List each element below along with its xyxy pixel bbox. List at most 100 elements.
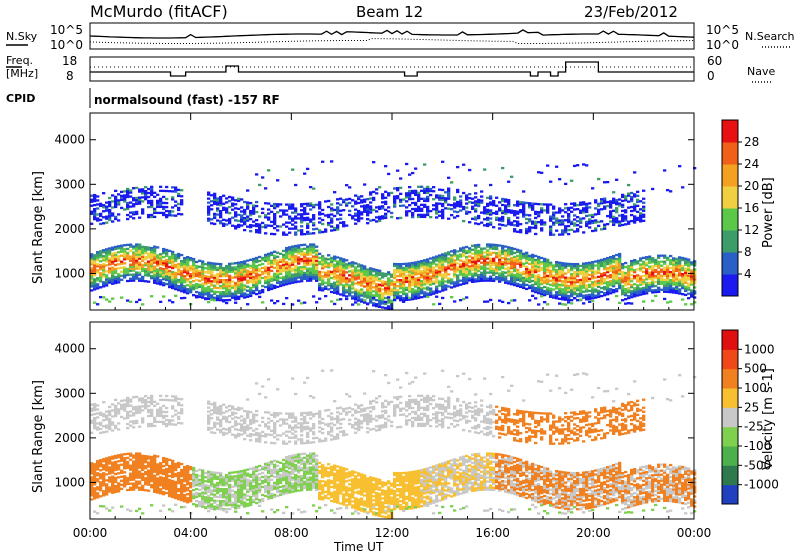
power-cell — [111, 248, 115, 251]
power-cell — [267, 252, 271, 256]
power-cell — [186, 264, 190, 267]
power-cell — [642, 290, 646, 294]
power-cell — [93, 301, 97, 304]
power-cell — [96, 271, 100, 274]
power-cell — [636, 288, 640, 291]
power-cell — [246, 273, 250, 276]
power-cell — [420, 284, 424, 287]
power-cell — [558, 283, 562, 286]
power-cell — [126, 267, 130, 271]
power-cell — [669, 260, 673, 264]
power-cell — [165, 215, 169, 219]
velocity-cell — [105, 487, 109, 490]
power-cell — [267, 266, 271, 270]
power-cell — [414, 279, 418, 282]
power-cell — [441, 259, 445, 262]
power-cell — [531, 273, 535, 277]
power-cell — [309, 218, 313, 221]
power-cell — [318, 221, 322, 224]
power-cell — [288, 215, 292, 218]
velocity-cell — [123, 405, 127, 408]
power-cell — [234, 288, 238, 291]
power-cell — [216, 268, 220, 272]
power-cell — [258, 227, 262, 230]
power-cell — [246, 271, 250, 274]
power-cell — [255, 210, 259, 214]
power-cell — [201, 278, 205, 281]
power-cell — [348, 290, 352, 293]
power-cell — [597, 283, 601, 287]
power-cell — [645, 288, 649, 291]
power-cell — [237, 197, 241, 201]
power-cell — [375, 298, 379, 302]
power-cell — [444, 258, 448, 261]
power-cell — [465, 245, 469, 249]
power-cell — [135, 210, 139, 214]
power-cell — [474, 260, 478, 263]
power-cell — [294, 280, 298, 284]
power-cell — [165, 270, 169, 274]
power-cell — [594, 227, 598, 230]
power-cell — [672, 273, 676, 276]
power-cell — [675, 275, 679, 279]
power-cell — [90, 285, 94, 288]
power-cell — [141, 249, 145, 253]
power-cell — [501, 262, 505, 266]
power-cell — [294, 227, 298, 230]
power-cell — [231, 284, 235, 287]
power-cell — [120, 244, 124, 247]
power-cell — [96, 257, 100, 260]
power-cell — [417, 292, 421, 296]
power-cell — [186, 278, 190, 281]
power-cell — [651, 299, 655, 302]
power-cell — [465, 210, 469, 213]
power-cell — [276, 265, 280, 268]
power-cell — [501, 211, 505, 215]
power-cell — [651, 275, 655, 278]
power-cell — [354, 194, 358, 197]
power-cell — [132, 205, 136, 208]
power-cell — [93, 193, 97, 197]
power-cell — [153, 249, 157, 252]
power-cell — [582, 276, 586, 279]
power-cell — [495, 251, 499, 255]
power-cell — [576, 164, 580, 167]
power-cell — [474, 222, 478, 225]
velocity-cell — [114, 408, 118, 412]
power-cell — [672, 269, 676, 272]
power-cell — [264, 202, 268, 205]
power-cell — [234, 292, 238, 295]
power-cell — [207, 267, 211, 270]
power-cell — [135, 251, 139, 254]
power-cell — [267, 276, 271, 280]
power-cell — [234, 215, 238, 218]
power-cell — [102, 192, 106, 195]
power-cell — [366, 303, 370, 306]
power-cell — [336, 228, 340, 231]
power-cell — [402, 296, 406, 300]
power-cell — [669, 278, 673, 282]
power-cell — [390, 300, 394, 303]
power-cell — [270, 263, 274, 267]
velocity-cell — [123, 399, 127, 402]
power-cell — [342, 276, 346, 279]
power-cell — [366, 270, 370, 273]
power-cell — [630, 205, 634, 209]
power-cell — [609, 206, 613, 209]
power-cell — [624, 298, 628, 301]
power-cell — [519, 263, 523, 267]
power-cell — [456, 202, 460, 206]
power-cell — [573, 293, 577, 296]
velocity-cell — [96, 474, 100, 477]
power-cell — [459, 195, 463, 198]
velocity-cell — [96, 494, 100, 497]
power-cell — [105, 258, 109, 261]
power-cell — [492, 251, 496, 254]
power-cell — [291, 267, 295, 270]
power-cell — [102, 285, 106, 288]
power-cell — [168, 214, 172, 217]
power-cell — [456, 256, 460, 259]
power-cell — [414, 281, 418, 284]
power-cell — [165, 205, 169, 209]
